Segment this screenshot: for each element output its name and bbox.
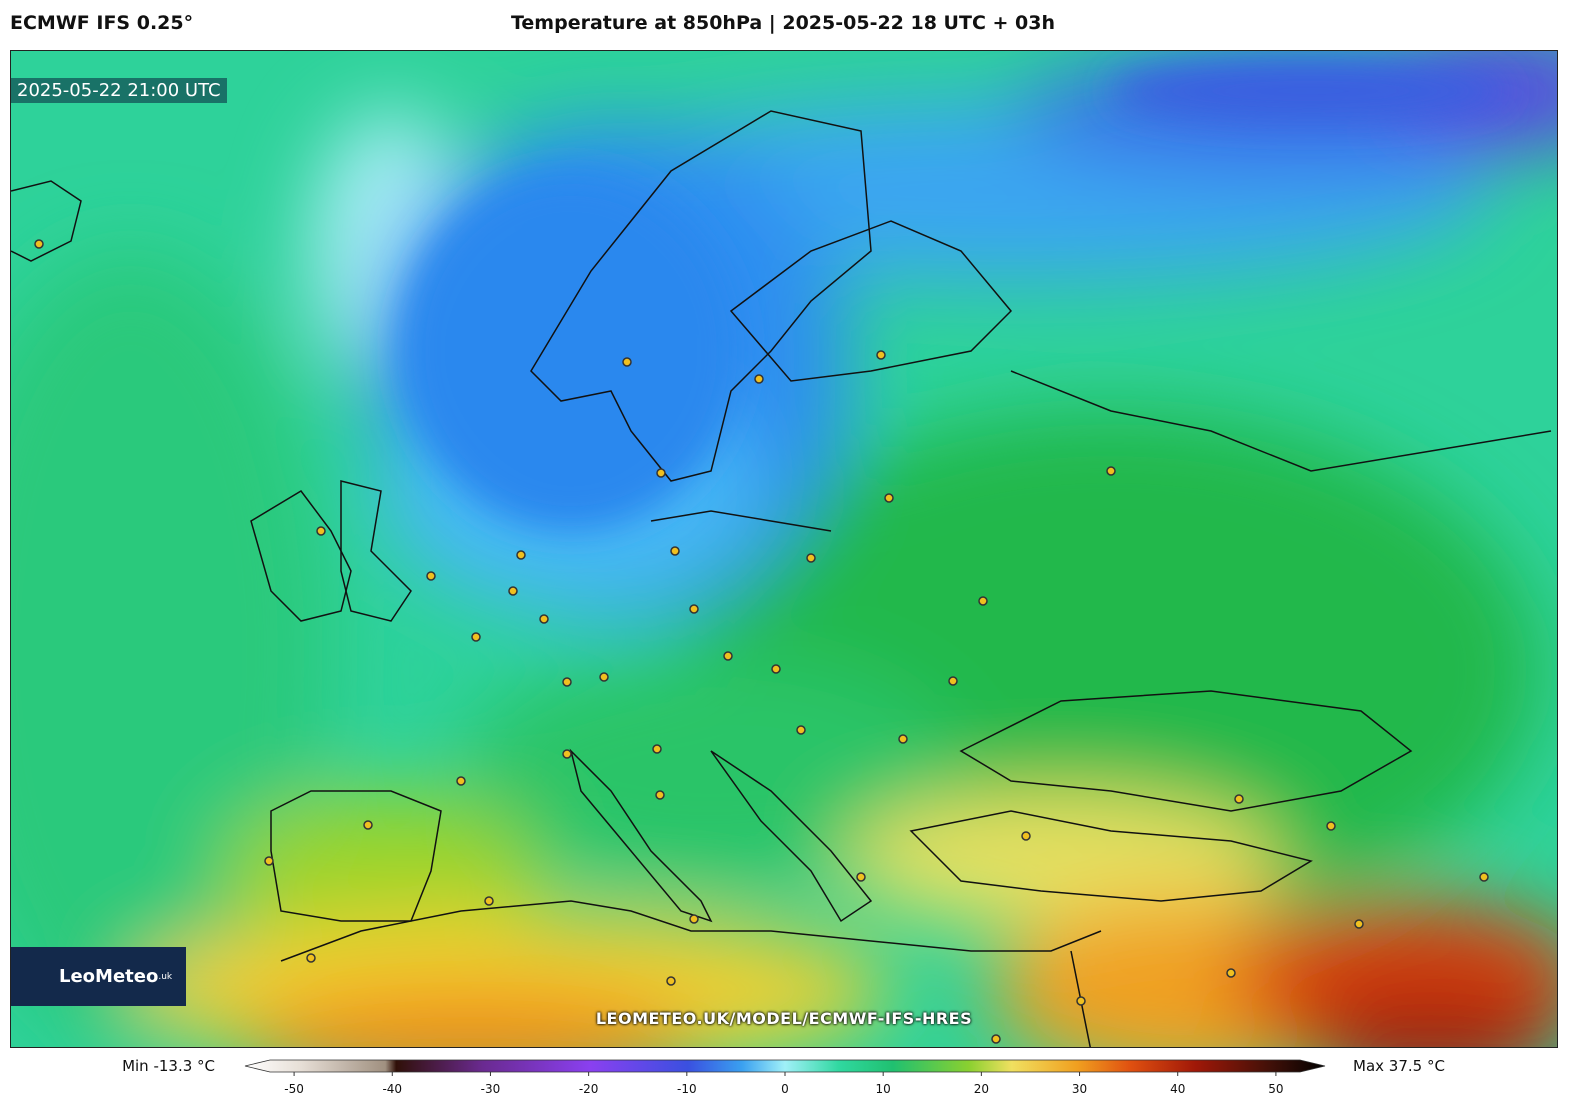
- colorbar-tick-label: 20: [974, 1082, 989, 1096]
- map: 2025-05-22 21:00 UTC LeoMeteo .uk LEOMETE…: [10, 50, 1558, 1048]
- watermark: LEOMETEO.UK/MODEL/ECMWF-IFS-HRES: [595, 1009, 973, 1028]
- max-label: Max 37.5 °C: [1353, 1057, 1445, 1075]
- model-name: ECMWF IFS 0.25°: [10, 12, 194, 34]
- valid-time: 2025-05-22 21:00 UTC: [11, 78, 227, 103]
- colorbar-tick-label: 40: [1170, 1082, 1185, 1096]
- min-label: Min -13.3 °C: [122, 1057, 215, 1075]
- logo: LeoMeteo .uk: [11, 947, 186, 1006]
- logo-suffix: .uk: [158, 971, 173, 982]
- colorbar-ramp: [244, 1059, 1326, 1073]
- colorbar-tick-label: -40: [382, 1082, 402, 1096]
- colorbar-tick-label: -50: [284, 1082, 304, 1096]
- colorbar-tick-label: -10: [677, 1082, 697, 1096]
- colorbar-tick-label: -20: [579, 1082, 599, 1096]
- map-title: Temperature at 850hPa | 2025-05-22 18 UT…: [510, 12, 1056, 34]
- colorbar: -50 -40 -30 -20 -10 0 10 20 30 40 50: [244, 1059, 1326, 1096]
- colorbar-tick-label: 30: [1072, 1082, 1087, 1096]
- colorbar-tick-label: 0: [781, 1082, 789, 1096]
- map-field: [11, 51, 1557, 1047]
- colorbar-tick-label: 50: [1268, 1082, 1283, 1096]
- colorbar-tick-label: -30: [481, 1082, 501, 1096]
- logo-name: LeoMeteo: [59, 966, 159, 987]
- colorbar-tick-label: 10: [876, 1082, 891, 1096]
